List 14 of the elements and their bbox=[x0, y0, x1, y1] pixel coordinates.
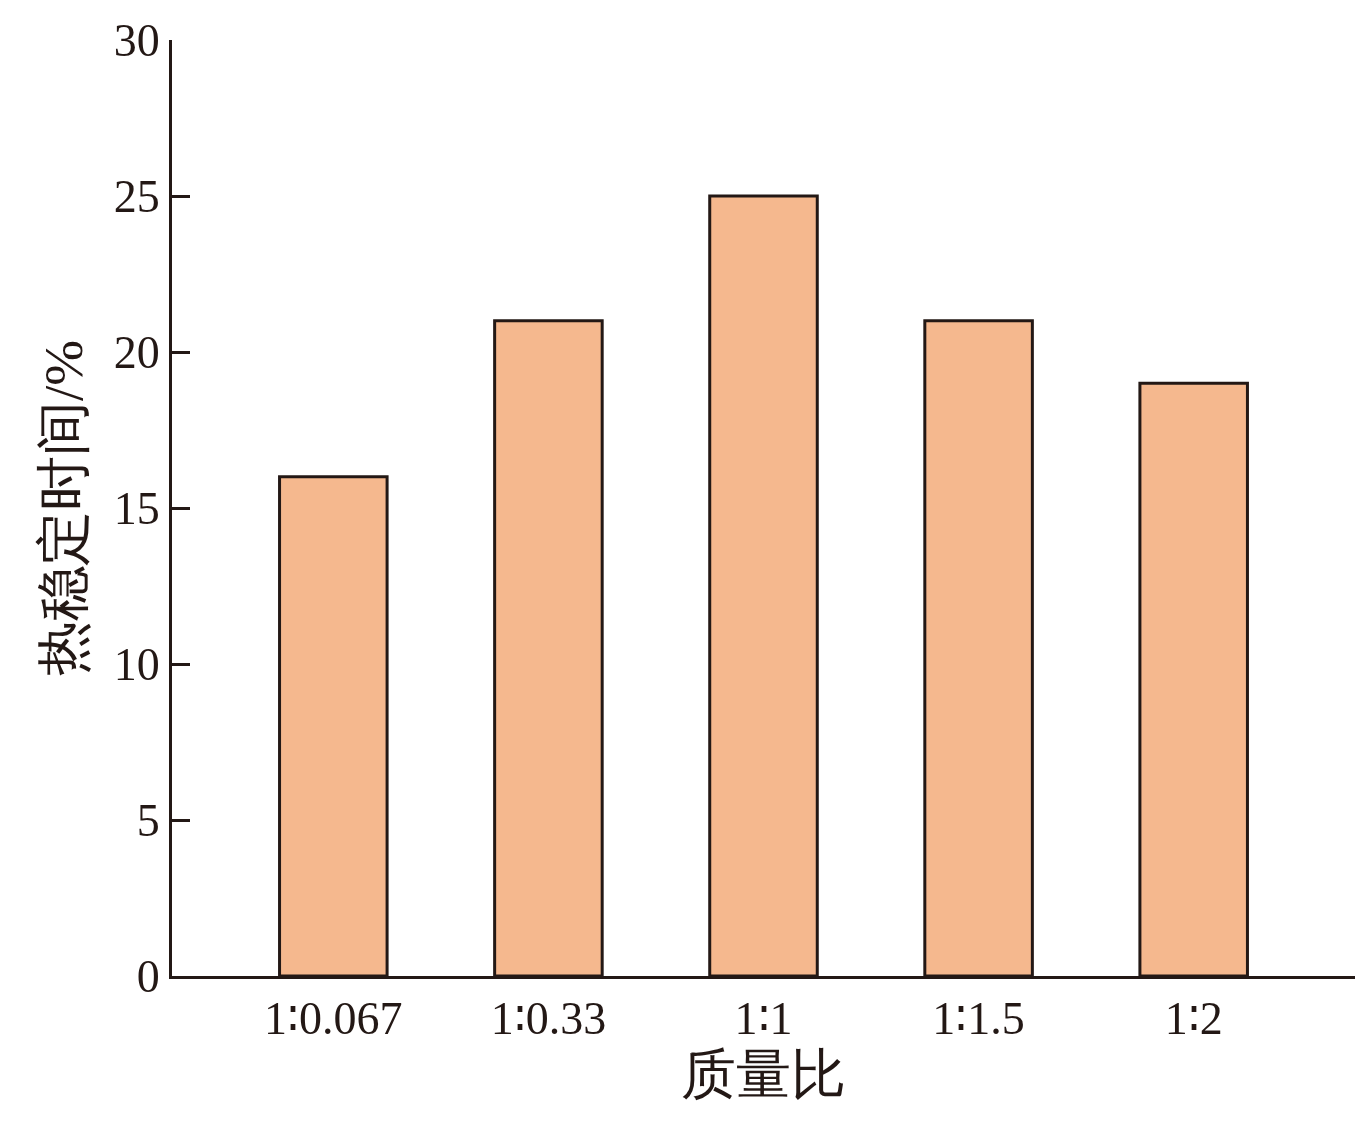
y-tick-label: 5 bbox=[136, 795, 160, 847]
y-tick-label: 30 bbox=[113, 15, 160, 67]
y-tick-label: 20 bbox=[113, 327, 160, 379]
y-axis-title: 热稳定时间/% bbox=[33, 339, 95, 677]
x-tick-label: 1∶0.33 bbox=[490, 993, 607, 1045]
y-tick-label: 10 bbox=[113, 639, 160, 691]
x-tick-label: 1∶1.5 bbox=[932, 993, 1025, 1045]
y-tick-label: 25 bbox=[113, 171, 160, 223]
x-axis-title: 质量比 bbox=[681, 1044, 846, 1106]
y-tick-label: 0 bbox=[136, 951, 160, 1003]
x-tick-label: 1∶0.067 bbox=[264, 993, 403, 1045]
x-tick-label: 1∶1 bbox=[734, 993, 793, 1045]
x-tick-label: 1∶2 bbox=[1164, 993, 1223, 1045]
y-tick-label: 15 bbox=[113, 483, 160, 535]
